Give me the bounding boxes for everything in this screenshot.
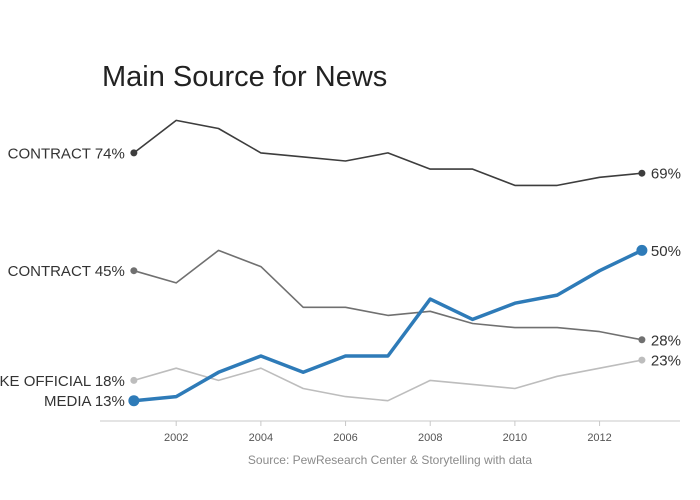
series-end-point xyxy=(636,244,648,256)
source-note: Source: PewResearch Center & Storytellin… xyxy=(248,453,532,467)
series-line-1 xyxy=(133,249,643,341)
series-start-label: KE OFFICIAL 18% xyxy=(0,373,125,390)
series-end-point xyxy=(638,336,646,344)
series-end-point xyxy=(638,169,646,177)
chart-title: Main Source for News xyxy=(102,61,387,93)
series-line-2 xyxy=(133,359,643,402)
series-group xyxy=(128,119,648,407)
series-start-point xyxy=(128,395,140,407)
series-end-label: 69% xyxy=(651,166,681,183)
series-end-point xyxy=(638,356,646,364)
x-tick-label: 2008 xyxy=(418,432,442,444)
series-end-label: 28% xyxy=(651,332,681,349)
x-tick-label: 2006 xyxy=(333,432,357,444)
x-tick-label: 2002 xyxy=(164,432,188,444)
series-start-label: CONTRACT 45% xyxy=(8,263,125,280)
series-end-label: 23% xyxy=(651,353,681,370)
series-start-point xyxy=(130,376,138,384)
series-line-3 xyxy=(132,248,644,403)
series-labels: CONTRACT 74% 69% CONTRACT 45% 28% KE OFFICIA… xyxy=(0,145,681,410)
x-axis-ticks: 2002 2004 2006 2008 2010 2012 xyxy=(164,421,612,444)
x-tick-label: 2012 xyxy=(587,432,611,444)
series-line-0 xyxy=(133,119,643,187)
series-start-point xyxy=(130,267,138,275)
series-end-label: 50% xyxy=(651,243,681,260)
series-start-label: CONTRACT 74% xyxy=(8,145,125,162)
series-start-label: MEDIA 13% xyxy=(44,393,125,410)
x-tick-label: 2010 xyxy=(503,432,527,444)
series-start-point xyxy=(130,149,138,157)
x-tick-label: 2004 xyxy=(249,432,273,444)
